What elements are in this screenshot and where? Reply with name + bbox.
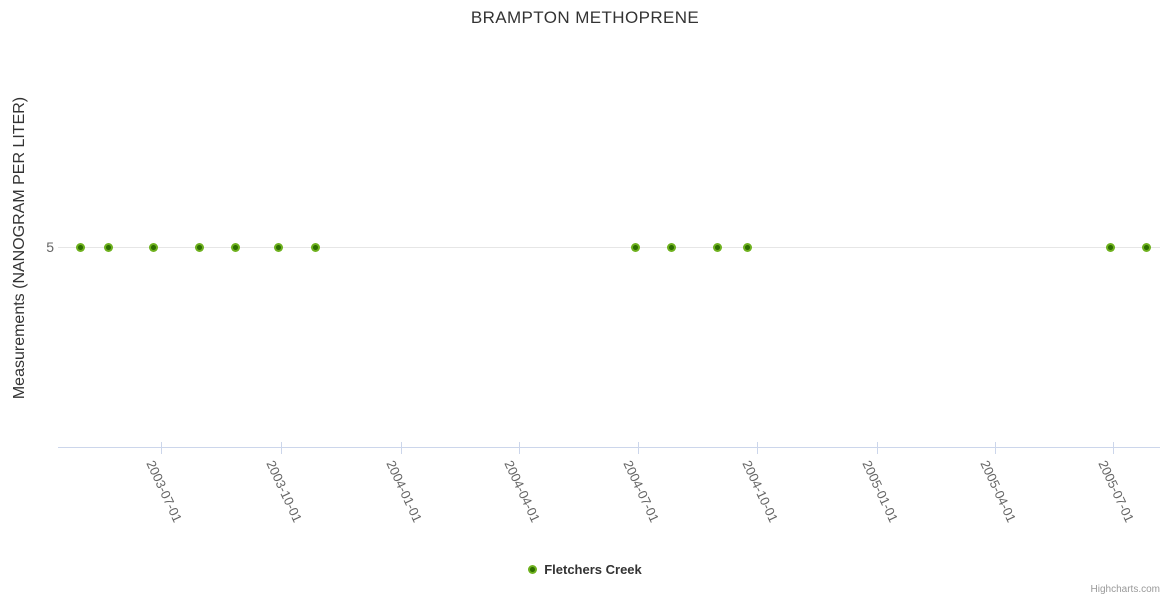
- data-point[interactable]: [742, 242, 752, 252]
- data-point[interactable]: [104, 242, 114, 252]
- data-point[interactable]: [148, 242, 158, 252]
- x-axis-tick-label: 2005-01-01: [859, 458, 902, 525]
- y-axis-tick-label: 5: [46, 239, 54, 255]
- data-point[interactable]: [1106, 242, 1115, 252]
- series-marker-icon: [528, 565, 538, 574]
- x-axis-tick-label: 2004-07-01: [620, 458, 662, 525]
- plot-area: [58, 47, 1160, 448]
- x-axis-tick-mark: [1113, 442, 1115, 454]
- x-axis-tick-label: 2004-01-01: [382, 458, 425, 525]
- x-axis-tick-label: 2004-10-01: [739, 458, 782, 525]
- x-axis-tick-mark: [400, 442, 402, 454]
- data-point[interactable]: [712, 242, 722, 252]
- data-point[interactable]: [273, 242, 283, 252]
- chart-title: BRAMPTON METHOPRENE: [470, 8, 700, 27]
- x-axis-tick-label: 2004-04-01: [501, 458, 544, 525]
- x-axis-tick-mark: [160, 442, 162, 454]
- data-point[interactable]: [1142, 242, 1152, 252]
- data-point[interactable]: [230, 242, 240, 252]
- data-point[interactable]: [667, 242, 677, 252]
- legend-series-label: Fletchers Creek: [544, 562, 642, 577]
- x-axis-tick-label: 2005-04-01: [976, 458, 1019, 525]
- x-axis-tick-mark: [280, 442, 282, 454]
- x-axis-tick-mark: [637, 442, 639, 454]
- x-axis-tick-mark: [757, 442, 759, 454]
- y-gridline: [58, 247, 1160, 248]
- legend: Fletchers Creek: [0, 562, 1170, 577]
- x-axis-tick-mark: [994, 442, 996, 454]
- x-axis-tick-label: 2003-07-01: [143, 458, 185, 525]
- x-axis-tick-mark: [877, 442, 879, 454]
- data-point[interactable]: [195, 242, 205, 252]
- x-axis-tick-mark: [519, 442, 521, 454]
- data-point[interactable]: [630, 242, 640, 252]
- data-point[interactable]: [311, 242, 321, 252]
- legend-item-fletchers-creek[interactable]: Fletchers Creek: [528, 562, 642, 577]
- x-axis-tick-label: 2005-07-01: [1095, 458, 1138, 525]
- highcharts-credits-link[interactable]: Highcharts.com: [1090, 584, 1160, 595]
- x-axis-tick-label: 2003-10-01: [263, 458, 305, 525]
- data-point[interactable]: [75, 242, 85, 252]
